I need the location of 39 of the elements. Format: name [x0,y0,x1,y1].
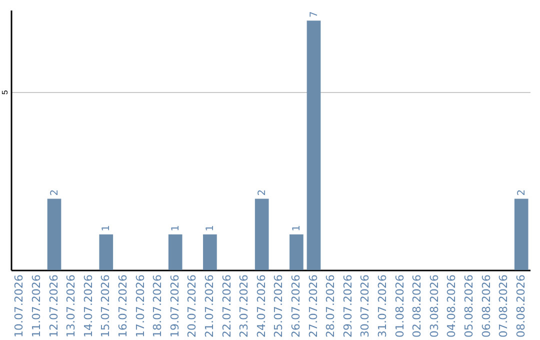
x-tick-label: 12.07.2026 [47,274,60,338]
x-tick-label: 10.07.2026 [12,274,26,338]
x-tick-label: 30.07.2026 [358,274,372,338]
x-tick-label: 16.07.2026 [116,274,130,338]
x-tick-label: 04.08.2026 [445,274,458,338]
data-label: 1 [291,225,302,232]
x-tick-label: 20.07.2026 [186,274,199,338]
x-tick-label: 19.07.2026 [168,274,182,338]
data-label: 2 [516,189,528,196]
x-tick-label: 11.07.2026 [30,274,43,338]
x-tick-label: 23.07.2026 [238,274,251,338]
data-label: 7 [308,11,320,18]
x-tick-label: 07.08.2026 [497,274,510,338]
x-tick-label: 05.08.2026 [462,274,476,338]
x-tick-label: 17.07.2026 [134,274,147,338]
x-tick-label: 01.08.2026 [393,274,406,338]
x-tick-label: 31.07.2026 [376,274,389,338]
x-tick-label: 02.08.2026 [410,274,424,338]
x-tick-label: 27.07.2026 [306,274,320,338]
x-tick-label: 08.08.2026 [514,274,528,338]
x-tick-label: 29.07.2026 [341,274,354,338]
x-tick-label: 22.07.2026 [220,274,234,338]
x-tick-label: 28.07.2026 [324,274,338,338]
x-tick-label: 06.08.2026 [480,274,493,338]
x-tick-label: 15.07.2026 [99,274,112,338]
x-tick-label: 14.07.2026 [82,274,95,338]
data-label: 2 [49,189,60,196]
x-tick-label: 24.07.2026 [254,274,268,338]
x-tick-label: 03.08.2026 [428,274,441,338]
x-tick-label: 13.07.2026 [64,274,78,338]
x-tick-label: 21.07.2026 [202,274,216,338]
x-tick-label: 18.07.2026 [151,274,164,338]
data-label: 1 [170,225,182,232]
data-label: 1 [204,225,216,232]
x-tick-label: 25.07.2026 [272,274,286,338]
x-tick-label: 26.07.2026 [289,274,302,338]
data-label: 2 [256,189,268,196]
y-tick-label: 5 [0,90,10,95]
data-label: 1 [101,225,112,232]
